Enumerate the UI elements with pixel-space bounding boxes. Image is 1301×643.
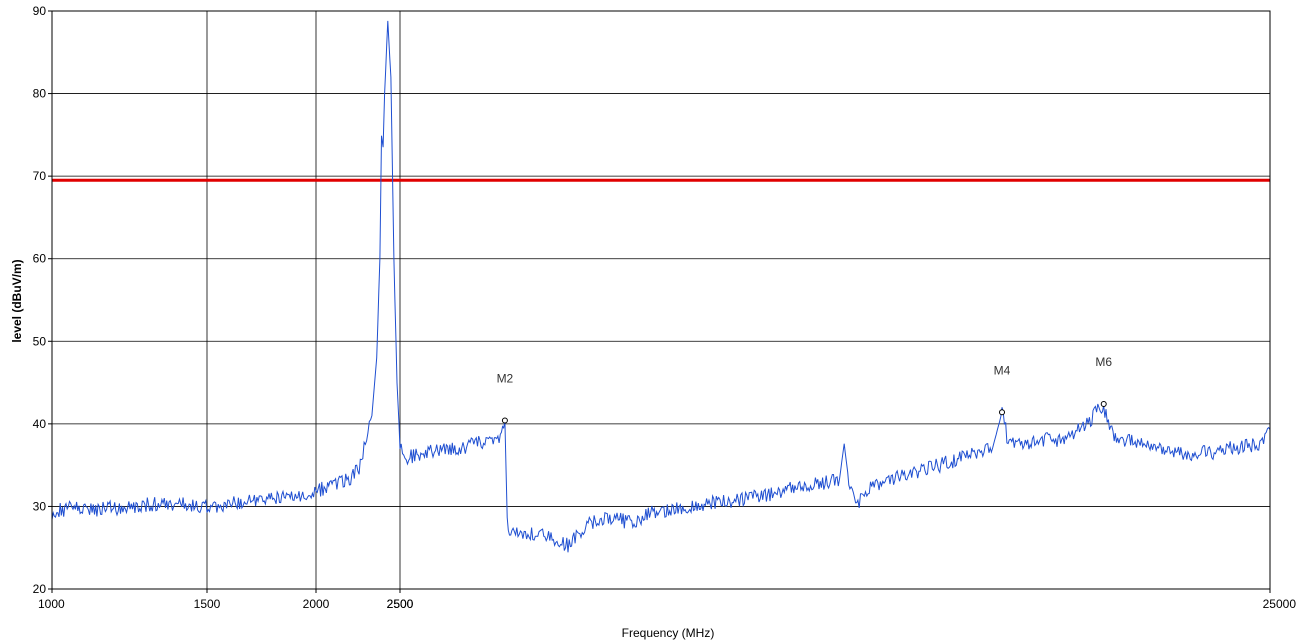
y-tick-label: 20	[33, 582, 47, 596]
x-axis-label: Frequency (MHz)	[622, 626, 715, 640]
y-tick-label: 90	[33, 4, 47, 18]
marker-point	[999, 409, 1006, 416]
y-tick-label: 30	[33, 499, 47, 513]
x-tick-label: 2500	[387, 597, 414, 611]
spectrum-trace	[51, 20, 1271, 553]
y-tick-labels: 20 30 40 50 60 70 80 90	[33, 4, 52, 596]
y-tick-label: 70	[33, 169, 47, 183]
y-tick-label: 80	[33, 87, 47, 101]
x-tick-label: 2000	[303, 597, 330, 611]
x-tick-label: 1500	[194, 597, 221, 611]
marker-label: M6	[1095, 355, 1112, 369]
y-tick-label: 50	[33, 334, 47, 348]
trace-group	[51, 20, 1271, 553]
x-tick-label: 1000	[38, 597, 65, 611]
y-tick-label: 40	[33, 417, 47, 431]
marker-point	[501, 417, 508, 424]
grid	[52, 10, 1270, 590]
x-tick-label: 2500	[387, 597, 414, 611]
plot-frame	[51, 10, 1271, 590]
marker-label: M2	[497, 372, 514, 386]
marker-label: M4	[994, 363, 1011, 377]
markers-group: M2 M4 M6	[497, 355, 1112, 424]
y-axis-label: level (dBuV/m)	[10, 259, 24, 342]
marker-point	[1100, 401, 1107, 408]
x-tick-label: 25000	[1263, 597, 1297, 611]
y-tick-label: 60	[33, 252, 47, 266]
